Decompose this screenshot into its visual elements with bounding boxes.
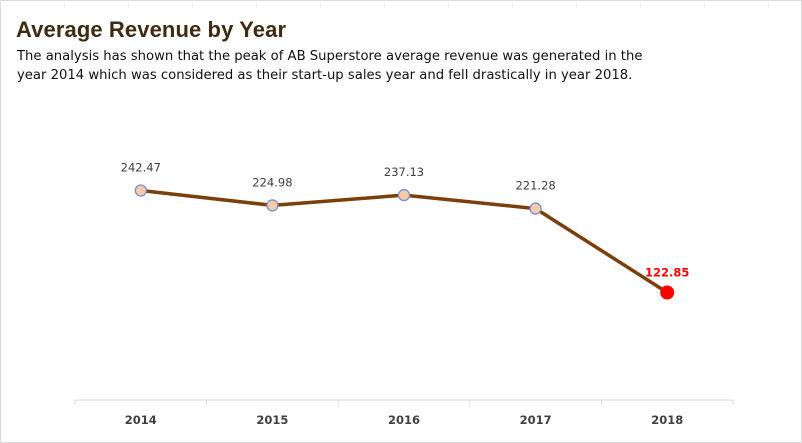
x-axis-label: 2014: [125, 413, 157, 427]
revenue-series-line: [140, 188, 669, 294]
data-markers: [134, 184, 675, 300]
x-axis-label: 2017: [520, 413, 552, 427]
data-label: 122.85: [645, 266, 689, 280]
x-axis-labels: 2014 2015 2016 2017 2018: [125, 413, 683, 427]
data-label: 224.98: [252, 175, 292, 189]
data-point: [397, 188, 411, 202]
chart-subtitle: The analysis has shown that the peak of …: [17, 49, 643, 83]
data-point: [266, 199, 279, 212]
data-point: [529, 202, 542, 215]
data-point-highlight: [660, 285, 675, 300]
sheet-gridlines: [0, 0, 802, 8]
data-labels: 242.47 224.98 237.13 221.28 122.85: [121, 161, 690, 280]
data-label: 221.28: [515, 179, 555, 193]
data-label: 237.13: [384, 165, 424, 179]
x-axis-label: 2016: [388, 413, 420, 427]
x-axis-ticks: [74, 400, 734, 405]
x-axis-label: 2018: [651, 413, 683, 427]
data-point: [134, 184, 147, 197]
data-label: 242.47: [121, 161, 161, 175]
x-axis-label: 2015: [256, 413, 288, 427]
chart-title: Average Revenue by Year: [16, 17, 287, 42]
